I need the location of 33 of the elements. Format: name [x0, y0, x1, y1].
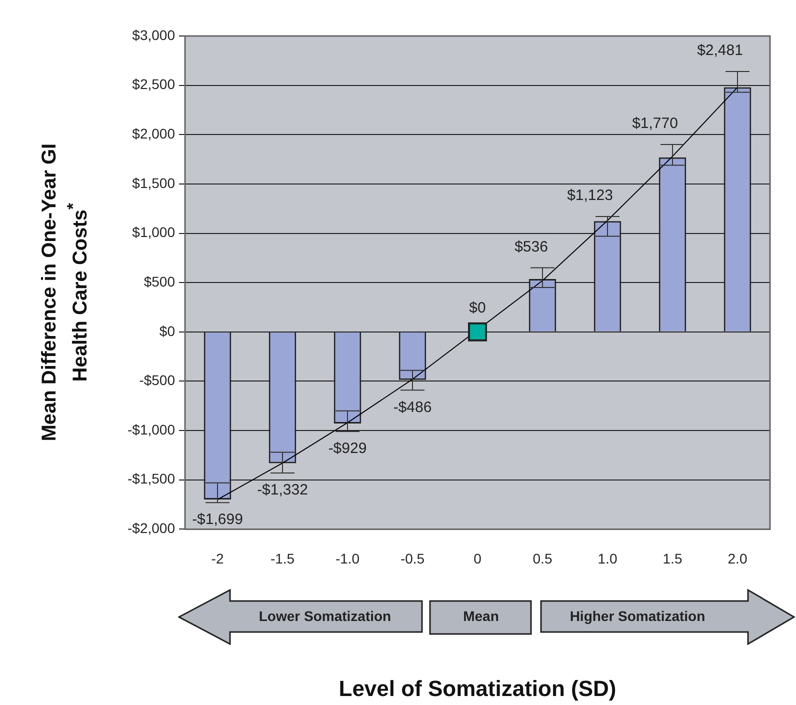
- data-label: $0: [469, 300, 486, 317]
- text: Higher Somatization: [568, 608, 706, 624]
- data-label: $1,770: [632, 115, 678, 132]
- data-label: -$1,332: [257, 482, 308, 499]
- x-tick-label: 1.0: [598, 550, 618, 566]
- x-tick-label: 2.0: [728, 550, 748, 566]
- x-tick-label: 0: [474, 550, 482, 566]
- x-tick-label: -2: [211, 550, 224, 566]
- x-tick-label: 0.5: [532, 550, 552, 566]
- y-tick-label: $500: [144, 273, 176, 290]
- y-tick-label: $2,500: [132, 76, 176, 92]
- x-tick-label: 1.5: [662, 550, 682, 566]
- data-label: -$929: [328, 440, 367, 458]
- x-axis-title: Level of Somatization (SD): [338, 676, 618, 702]
- y-tick-label: $2,000: [132, 126, 176, 142]
- y-tick-label: -$2,000: [128, 520, 176, 536]
- x-tick-label: -1.0: [335, 550, 360, 566]
- y-tick-label: $3,000: [132, 26, 176, 43]
- data-label: $2,481: [697, 42, 743, 60]
- y-tick-label: $1,000: [132, 224, 176, 240]
- data-label: -$1,699: [192, 511, 243, 528]
- y-tick-label: -$1,500: [128, 470, 176, 487]
- data-label: $536: [514, 238, 548, 256]
- data-label: $1,123: [567, 187, 613, 204]
- y-tick-label: -$500: [139, 372, 176, 388]
- data-label: -$486: [393, 398, 432, 416]
- x-tick-label: -0.5: [400, 550, 425, 566]
- y-tick-label: -$1,000: [128, 421, 176, 438]
- text: Lower Somatization: [258, 608, 392, 624]
- text: Mean: [462, 608, 500, 624]
- x-tick-label: -1.5: [270, 550, 295, 566]
- y-tick-label: $1,500: [132, 174, 176, 191]
- y-tick-label: $0: [159, 322, 176, 339]
